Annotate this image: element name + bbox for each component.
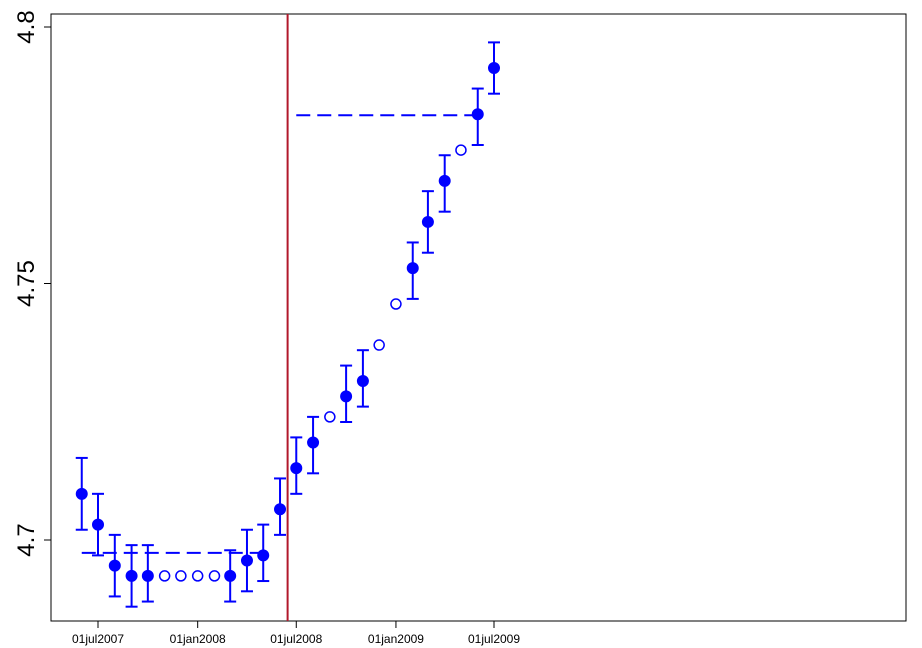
data-points: [75, 62, 500, 582]
estimate-point: [141, 569, 154, 582]
x-tick-label: 01jul2009: [468, 632, 520, 646]
interpolated-point: [175, 570, 187, 582]
y-tick-label: 4.8: [13, 10, 40, 43]
estimate-point: [488, 62, 500, 75]
estimate-point: [274, 503, 287, 516]
interpolated-point: [390, 298, 402, 310]
x-axis: 01jul2007 01jan2008 01jul2008 01jan2009 01ju…: [72, 620, 520, 646]
estimate-point: [356, 374, 369, 387]
x-tick-label: 01jul2008: [270, 632, 322, 646]
reference-lines: [81, 114, 478, 554]
estimate-point: [224, 569, 237, 582]
x-tick-label: 01jul2007: [72, 632, 124, 646]
interpolated-point: [208, 570, 221, 582]
estimate-point: [421, 215, 434, 228]
interpolated-point: [455, 144, 467, 156]
y-axis: 4.7 4.75 4.8: [13, 10, 52, 557]
estimate-point: [290, 462, 303, 475]
estimate-point: [257, 549, 270, 562]
interpolated-point: [373, 339, 385, 351]
estimate-point: [108, 559, 121, 572]
estimate-point: [307, 436, 320, 449]
x-tick-label: 01jan2008: [170, 632, 226, 646]
estimate-point: [240, 554, 253, 567]
estimate-point: [75, 487, 88, 500]
estimate-point: [340, 390, 353, 403]
y-tick-label: 4.7: [13, 523, 40, 556]
y-tick-label: 4.75: [13, 260, 40, 307]
estimate-point: [406, 262, 419, 275]
interpolated-point: [158, 570, 171, 582]
estimate-point: [125, 569, 138, 582]
estimate-point: [471, 108, 484, 121]
estimate-point: [438, 174, 451, 187]
x-tick-label: 01jan2009: [368, 632, 424, 646]
interpolated-point: [191, 570, 204, 582]
estimate-point: [92, 518, 104, 531]
interpolated-point: [324, 411, 336, 423]
